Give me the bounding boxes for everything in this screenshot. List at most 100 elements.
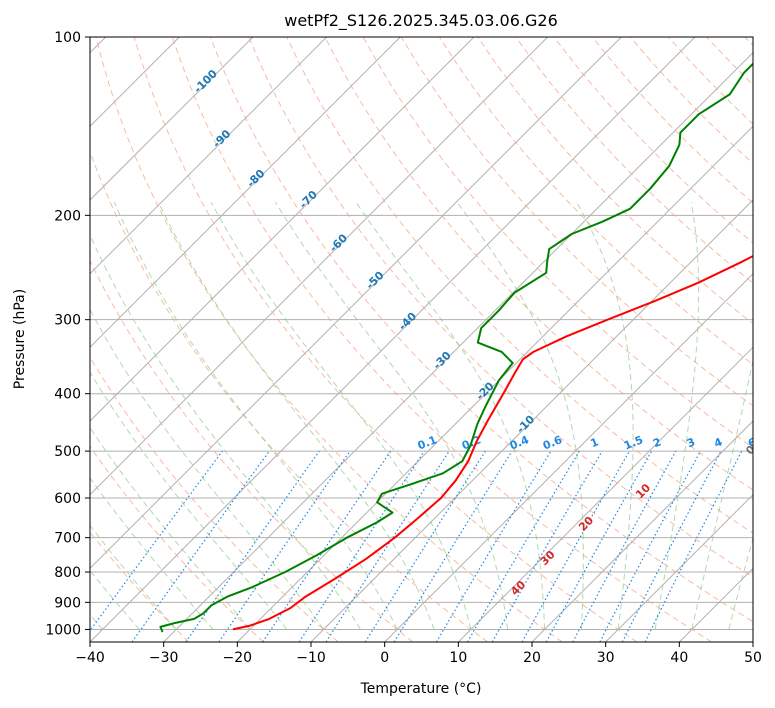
dry-adiabat-label: -30 (431, 349, 454, 372)
plot-frame (89, 36, 754, 643)
dry-adiabat-label: -70 (297, 188, 320, 211)
mixing-ratio-line (325, 450, 450, 642)
dry-adiabat-label: -90 (210, 127, 233, 150)
chart-title: wetPf2_S126.2025.345.03.06.G26 (284, 11, 558, 31)
dry-adiabat-label: -60 (327, 231, 350, 254)
isotherm-gridline (90, 37, 328, 275)
x-tick-label: −30 (149, 650, 179, 666)
dry-adiabat (90, 531, 190, 642)
y-tick-label: 500 (54, 444, 81, 460)
dry-adiabat-label: -40 (396, 310, 419, 333)
dry-adiabat-label: -10 (514, 412, 537, 435)
mixing-ratio-line (435, 450, 552, 642)
moist-adiabat-label: 0 (743, 443, 758, 458)
moist-adiabat (90, 426, 251, 630)
isotherm-gridline (236, 125, 753, 642)
mixing-ratio-line (599, 450, 702, 642)
dry-adiabat (324, 37, 753, 491)
isotherm-gridline (90, 37, 401, 349)
x-axis-label: Temperature (°C) (360, 681, 482, 697)
dry-adiabat (171, 37, 712, 642)
isotherm-gridline (90, 37, 254, 201)
x-tick-label: −10 (296, 650, 326, 666)
dry-adiabat (90, 150, 488, 642)
y-tick-label: 400 (54, 387, 81, 403)
x-tick-label: 10 (449, 650, 467, 666)
background-lines (90, 37, 753, 642)
moist-adiabat (90, 308, 324, 630)
y-tick-label: 300 (54, 313, 81, 329)
line-labels: 0.10.20.40.611.52346810131620253036-100-… (191, 67, 775, 598)
isotherm-gridline (90, 37, 696, 642)
mixing-ratio-line (521, 450, 631, 642)
moist-adiabat (90, 233, 361, 630)
x-tick-label: −40 (75, 650, 105, 666)
y-tick-label: 600 (54, 491, 81, 507)
mixing-ratio-label: 4 (712, 435, 724, 450)
x-tick-label: 20 (523, 650, 541, 666)
mixing-ratio-line (262, 450, 392, 642)
moist-adiabat (113, 201, 398, 630)
mixing-ratio-label: 0.1 (416, 433, 439, 452)
mixing-ratio-label: 8 (771, 435, 775, 450)
mixing-ratio-line (644, 450, 743, 642)
moist-adiabat-label: 40 (508, 578, 528, 598)
dry-adiabat (95, 37, 563, 642)
moist-adiabat (456, 201, 584, 630)
dry-adiabat (210, 37, 753, 623)
moist-adiabat (728, 536, 753, 630)
isotherm-gridline (384, 272, 753, 642)
mixing-ratio-line (393, 450, 513, 642)
mixing-ratio-label: 0.4 (508, 433, 531, 452)
mixing-ratio-line (298, 450, 425, 642)
isotherm-gridline (163, 51, 753, 642)
mixing-ratio-line (572, 450, 677, 642)
mixing-ratio-line (90, 450, 223, 632)
moist-adiabat (90, 371, 288, 630)
dry-adiabat (248, 37, 753, 578)
y-tick-label: 1000 (45, 622, 81, 638)
moist-adiabat (355, 201, 546, 630)
x-tick-label: 40 (670, 650, 688, 666)
moist-adiabat (274, 201, 509, 630)
moist-adiabat (90, 477, 214, 630)
mixing-ratio-label: 2 (651, 435, 663, 450)
y-tick-label: 800 (54, 565, 81, 581)
mixing-ratio-line (218, 450, 351, 642)
isotherm-gridline (531, 420, 753, 642)
isotherm-gridline (678, 567, 753, 642)
isotherm-gridline (90, 37, 549, 496)
mixing-ratio-label: 1 (588, 435, 600, 450)
data-series (159, 62, 753, 633)
x-tick-label: 0 (380, 650, 389, 666)
dry-adiabat-label: -100 (191, 67, 220, 96)
y-tick-label: 200 (54, 208, 81, 224)
dry-adiabat (133, 37, 638, 642)
dry-adiabat (553, 37, 753, 244)
mixing-ratio-line (185, 450, 320, 642)
x-tick-label: 50 (744, 650, 762, 666)
isotherm-gridline (457, 346, 753, 642)
moist-adiabat (576, 201, 634, 630)
mixing-ratio-label: 6 (746, 435, 758, 450)
mixing-ratio-label: 0.6 (541, 433, 564, 452)
moist-adiabat (654, 202, 700, 630)
x-tick-label: 30 (597, 650, 615, 666)
dry-adiabat (90, 356, 339, 642)
dewpoint-profile-line (159, 62, 753, 633)
moist-adiabat (210, 201, 472, 630)
dry-adiabat (515, 37, 753, 284)
dry-adiabat-label: -50 (363, 269, 386, 292)
dry-adiabat (706, 37, 753, 86)
mixing-ratio-line (545, 450, 653, 642)
dry-adiabat-label: -80 (244, 167, 267, 190)
moist-adiabat-label: 30 (538, 548, 558, 568)
x-tick-label: −20 (223, 650, 253, 666)
mixing-ratio-label: 3 (685, 435, 697, 450)
y-axis-label: Pressure (hPa) (12, 289, 28, 389)
isotherm-gridline (605, 493, 753, 642)
y-tick-label: 900 (54, 595, 81, 611)
isotherm-gridline (752, 641, 753, 642)
temperature-profile-line (232, 254, 753, 631)
